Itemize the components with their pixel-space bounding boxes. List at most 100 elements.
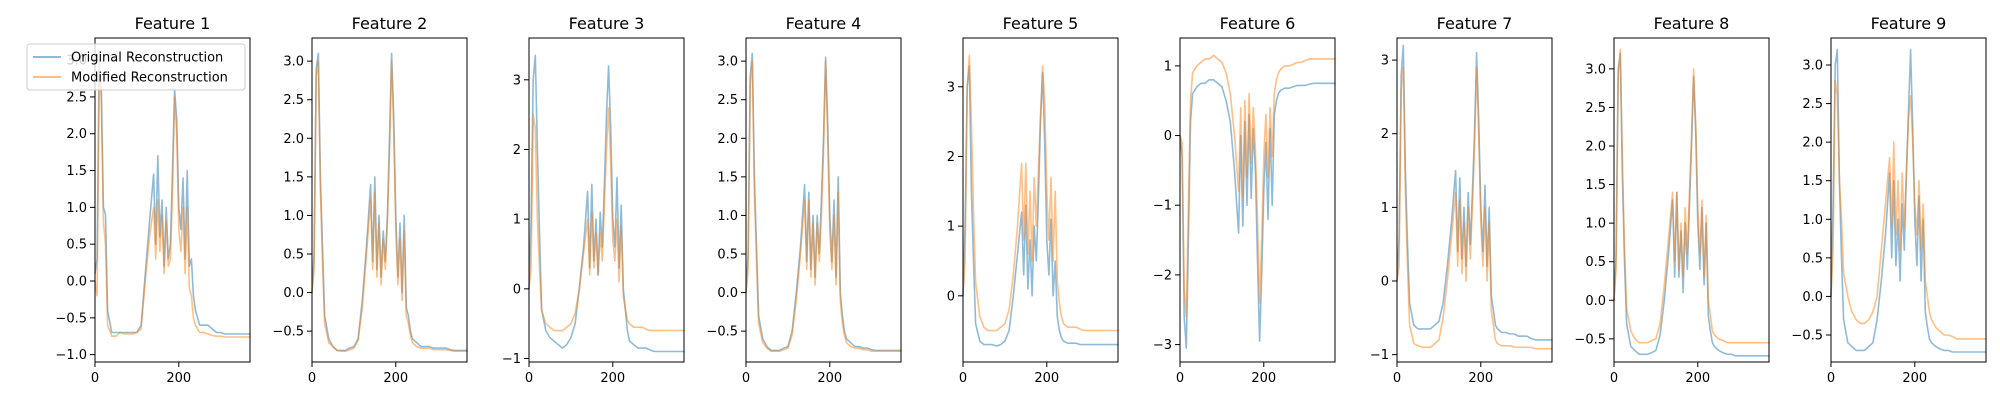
series-line-original-9 [1830, 48, 1987, 353]
panel-title-8: Feature 8 [1654, 14, 1730, 33]
y-tick-label-9-6: 2.5 [1802, 97, 1823, 112]
axes-frame-3 [528, 37, 685, 363]
panel-title-7: Feature 7 [1437, 14, 1513, 33]
series-line-original-3 [528, 54, 685, 353]
axes-frame-8 [1613, 37, 1770, 363]
x-tick-label-8-0: 0 [1610, 371, 1618, 386]
y-tick-label-6-2: −1 [1153, 199, 1172, 214]
panel-title-5: Feature 5 [1003, 14, 1079, 33]
axes-frame-7 [1396, 37, 1553, 363]
x-tick-label-2-0: 0 [308, 371, 316, 386]
y-tick-label-8-1: 0.0 [1585, 294, 1606, 309]
series-line-original-4 [745, 52, 902, 352]
axes-frame-4 [745, 37, 902, 363]
y-tick-label-3-4: 3 [513, 73, 521, 88]
panel-title-3: Feature 3 [569, 14, 645, 33]
series-line-modified-3 [528, 106, 685, 332]
y-tick-label-8-6: 2.5 [1585, 101, 1606, 116]
legend-label-modified: Modified Reconstruction [71, 71, 228, 86]
axes-frame-1 [94, 37, 251, 363]
chart-panel-3: −1 0 1 2 3 0 200 Feature 3 [502, 14, 685, 386]
y-tick-label-5-3: 3 [947, 80, 955, 95]
series-line-modified-8 [1613, 48, 1770, 344]
y-tick-label-1-1: −0.5 [55, 311, 87, 326]
y-tick-label-8-5: 2.0 [1585, 140, 1606, 155]
x-tick-label-6-0: 0 [1176, 371, 1184, 386]
y-tick-label-2-2: 0.5 [283, 248, 304, 263]
y-tick-label-3-1: 0 [513, 282, 521, 297]
y-tick-label-3-0: −1 [502, 352, 521, 367]
y-tick-label-2-4: 1.5 [283, 170, 304, 185]
series-line-original-8 [1613, 52, 1770, 357]
x-tick-label-1-0: 0 [91, 371, 99, 386]
y-tick-label-2-6: 2.5 [283, 93, 304, 108]
y-tick-label-3-2: 1 [513, 213, 521, 228]
chart-panel-7: −1 0 1 2 3 0 200 Feature 7 [1370, 14, 1553, 386]
y-tick-label-9-7: 3.0 [1802, 59, 1823, 74]
chart-panel-9: −0.5 0.0 0.5 1.0 1.5 2.0 2.5 3.0 0 200 Feature 9 [1791, 14, 1987, 386]
y-tick-label-6-4: 1 [1164, 59, 1172, 74]
panel-title-1: Feature 1 [135, 14, 211, 33]
y-tick-label-5-2: 2 [947, 150, 955, 165]
x-tick-label-4-0: 0 [742, 371, 750, 386]
y-tick-label-5-0: 0 [947, 289, 955, 304]
panel-title-4: Feature 4 [786, 14, 862, 33]
series-line-modified-9 [1830, 79, 1987, 340]
y-tick-label-1-5: 1.5 [66, 164, 87, 179]
y-tick-label-1-0: −1.0 [55, 348, 87, 363]
legend-label-original: Original Reconstruction [71, 51, 223, 66]
panel-title-9: Feature 9 [1871, 14, 1947, 33]
axes-frame-2 [311, 37, 468, 363]
x-tick-label-8-1: 200 [1685, 371, 1710, 386]
y-tick-label-7-4: 3 [1381, 54, 1389, 69]
y-tick-label-1-6: 2.0 [66, 127, 87, 142]
x-tick-label-3-1: 200 [600, 371, 625, 386]
x-tick-label-5-1: 200 [1034, 371, 1059, 386]
axes-frame-5 [962, 37, 1119, 363]
y-tick-label-6-3: 0 [1164, 129, 1172, 144]
y-tick-label-3-3: 2 [513, 143, 521, 158]
y-tick-label-2-0: −0.5 [272, 325, 304, 340]
y-tick-label-1-2: 0.0 [66, 275, 87, 290]
series-line-modified-7 [1396, 66, 1553, 350]
panel-title-6: Feature 6 [1220, 14, 1296, 33]
y-tick-label-9-4: 1.5 [1802, 174, 1823, 189]
y-tick-label-2-3: 1.0 [283, 209, 304, 224]
x-tick-label-2-1: 200 [383, 371, 408, 386]
series-line-original-7 [1396, 44, 1553, 341]
y-tick-label-8-3: 1.0 [1585, 217, 1606, 232]
series-line-original-2 [311, 52, 468, 352]
y-tick-label-2-1: 0.0 [283, 286, 304, 301]
y-tick-label-1-7: 2.5 [66, 90, 87, 105]
series-line-modified-4 [745, 60, 902, 353]
y-tick-label-4-1: 0.0 [717, 286, 738, 301]
series-line-modified-2 [311, 60, 468, 353]
legend-box [26, 43, 246, 91]
y-tick-label-1-3: 0.5 [66, 238, 87, 253]
panel-title-2: Feature 2 [352, 14, 428, 33]
x-tick-label-9-1: 200 [1902, 371, 1927, 386]
y-tick-label-4-6: 2.5 [717, 93, 738, 108]
x-tick-label-5-0: 0 [959, 371, 967, 386]
y-tick-label-5-1: 1 [947, 220, 955, 235]
y-tick-label-9-0: −0.5 [1791, 329, 1823, 344]
x-tick-label-9-0: 0 [1827, 371, 1835, 386]
axes-frame-6 [1179, 37, 1336, 363]
y-tick-label-2-5: 2.0 [283, 132, 304, 147]
y-tick-label-9-5: 2.0 [1802, 136, 1823, 151]
chart-panel-4: −0.5 0.0 0.5 1.0 1.5 2.0 2.5 3.0 0 200 Feature 4 [706, 14, 902, 386]
y-tick-label-8-2: 0.5 [1585, 255, 1606, 270]
y-tick-label-4-0: −0.5 [706, 325, 738, 340]
x-tick-label-7-0: 0 [1393, 371, 1401, 386]
x-tick-label-7-1: 200 [1468, 371, 1493, 386]
x-tick-label-6-1: 200 [1251, 371, 1276, 386]
y-tick-label-9-3: 1.0 [1802, 213, 1823, 228]
legend: Original Reconstruction Modified Reconstr… [26, 43, 246, 91]
y-tick-label-9-1: 0.0 [1802, 290, 1823, 305]
y-tick-label-8-0: −0.5 [1574, 332, 1606, 347]
x-tick-label-4-1: 200 [817, 371, 842, 386]
axes-frame-9 [1830, 37, 1987, 363]
y-tick-label-4-3: 1.0 [717, 209, 738, 224]
